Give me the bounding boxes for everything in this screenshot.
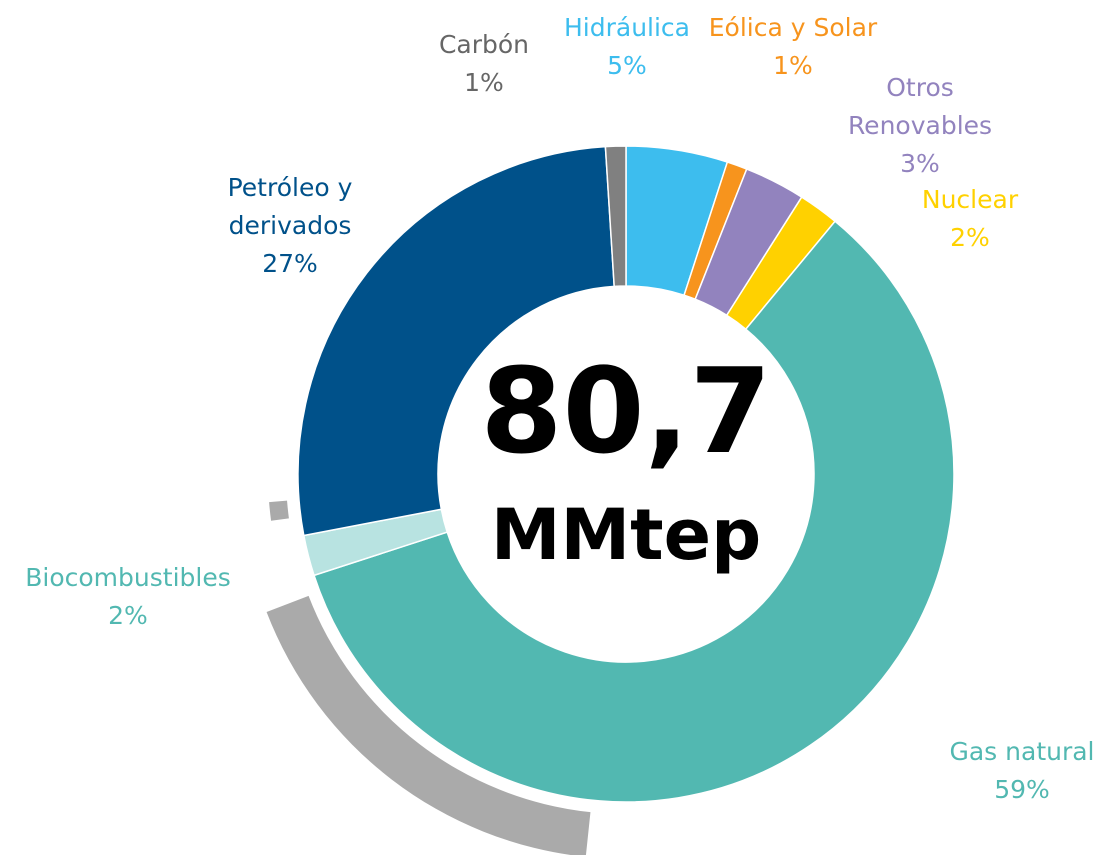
value-label: 3% (900, 149, 940, 178)
slice-label: Gas natural 59% (922, 733, 1107, 809)
slice-label: Otros Renovables 3% (830, 69, 1010, 183)
slice-label: Biocombustibles 2% (8, 559, 248, 635)
outer-band (269, 500, 289, 521)
center-unit: MMtep (491, 494, 761, 576)
value-label: 59% (994, 775, 1050, 804)
slice (604, 145, 627, 288)
slice-label: Eólica y Solar 1% (683, 9, 903, 85)
slice-label: Nuclear 2% (900, 181, 1040, 257)
value-label: 27% (262, 249, 318, 278)
value-label: 1% (464, 68, 504, 97)
value-label: 2% (950, 223, 990, 252)
decoration (266, 500, 591, 855)
category-name: Hidráulica (563, 13, 690, 42)
outer-band (266, 595, 591, 855)
value-label: 2% (108, 601, 148, 630)
slices (297, 145, 955, 803)
category-name: Nuclear (921, 185, 1019, 214)
category-name: Carbón (438, 30, 530, 59)
slice-label: Petróleo y derivados 27% (210, 169, 370, 283)
category-name: Otros Renovables (847, 73, 993, 140)
center-value: 80,7 (480, 342, 771, 480)
value-label: 5% (607, 51, 647, 80)
slice-label: Carbón 1% (414, 26, 554, 102)
value-label: 1% (773, 51, 813, 80)
category-name: Eólica y Solar (708, 13, 878, 42)
slice-label: Hidráulica 5% (527, 9, 727, 85)
slice (297, 145, 615, 537)
category-name: Gas natural (949, 737, 1095, 766)
slice (313, 220, 955, 803)
category-name: Biocombustibles (25, 563, 231, 592)
category-name: Petróleo y derivados (227, 173, 353, 240)
